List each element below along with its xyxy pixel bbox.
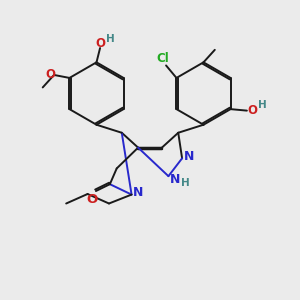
- Text: O: O: [46, 68, 56, 82]
- Text: H: H: [106, 34, 115, 44]
- Text: N: N: [184, 150, 194, 163]
- Text: N: N: [170, 173, 180, 186]
- Text: O: O: [87, 193, 98, 206]
- Text: O: O: [247, 103, 257, 116]
- Text: O: O: [95, 37, 105, 50]
- Text: N: N: [133, 186, 143, 199]
- Text: Cl: Cl: [157, 52, 169, 65]
- Text: H: H: [258, 100, 267, 110]
- Text: H: H: [181, 178, 190, 188]
